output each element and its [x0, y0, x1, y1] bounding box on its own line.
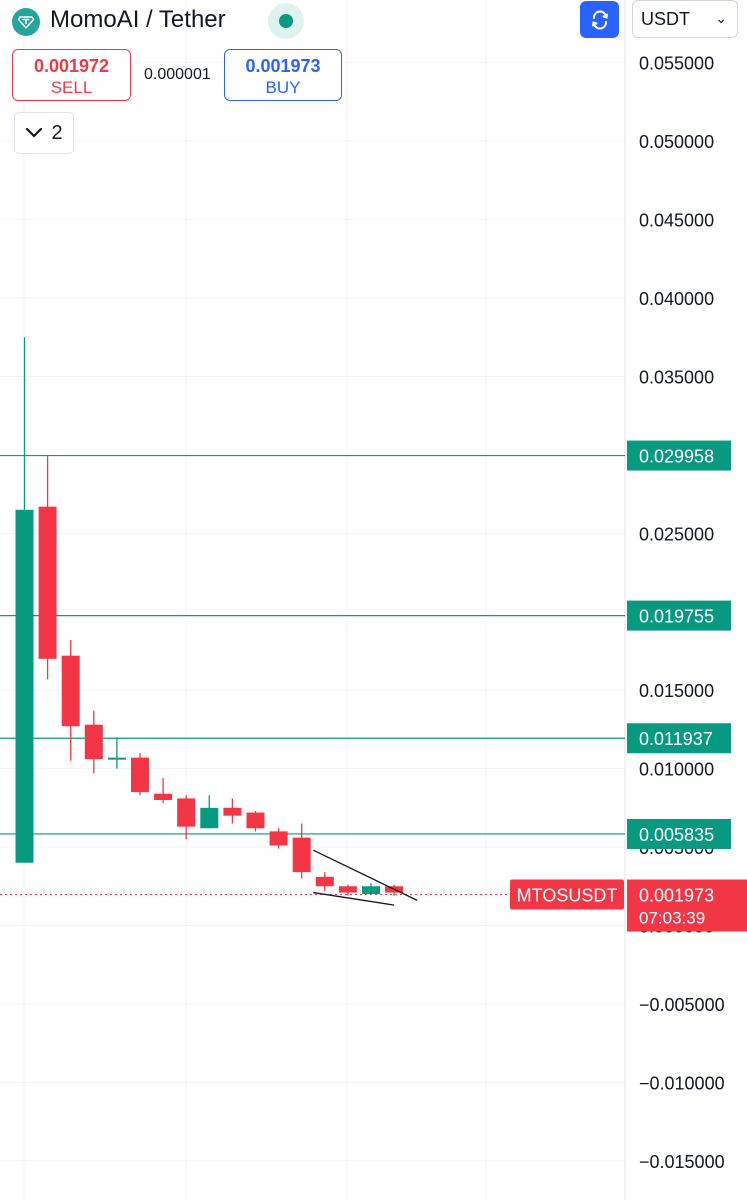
- compare-icon[interactable]: [580, 1, 619, 38]
- chevron-down-icon: [26, 127, 43, 138]
- currency-select[interactable]: USDT ⌄: [632, 0, 738, 38]
- y-tick-label: 0.025000: [639, 524, 714, 544]
- buy-label: BUY: [265, 78, 301, 97]
- countdown-label: 07:03:39: [639, 909, 705, 928]
- buy-button[interactable]: 0.001973 BUY: [224, 49, 342, 101]
- candle-body[interactable]: [177, 798, 196, 827]
- status-dot: [279, 14, 293, 28]
- market-status-icon[interactable]: [268, 3, 304, 39]
- candle-body[interactable]: [15, 509, 34, 863]
- y-tick-label: 0.055000: [639, 54, 714, 74]
- y-tick-label: −0.015000: [639, 1152, 725, 1172]
- level-label: 0.019755: [639, 607, 714, 627]
- chart-header: MomoAI / Tether USDT ⌄: [0, 0, 747, 44]
- candle-body[interactable]: [338, 886, 357, 893]
- candle-body[interactable]: [223, 807, 242, 816]
- currency-value: USDT: [641, 8, 690, 29]
- symbol-label-bg: [510, 879, 624, 910]
- y-tick-label: 0.015000: [639, 681, 714, 701]
- indicators-toggle-button[interactable]: 2: [14, 112, 74, 154]
- current-price-label-bg: [627, 879, 747, 932]
- level-label: 0.011937: [639, 729, 713, 749]
- level-label: 0.005835: [639, 825, 714, 845]
- chevron-down-icon: ⌄: [715, 10, 727, 26]
- candle-body[interactable]: [38, 506, 57, 659]
- symbol-label: MTOSUSDT: [517, 886, 618, 906]
- symbol-title: MomoAI / Tether: [50, 6, 226, 33]
- y-tick-label: 0.045000: [639, 211, 714, 231]
- y-tick-label: −0.005000: [639, 995, 725, 1015]
- candle-body[interactable]: [131, 757, 149, 793]
- sell-button[interactable]: 0.001972 SELL: [12, 49, 131, 101]
- spread-value: 0.000001: [144, 66, 211, 83]
- level-label-bg: [627, 723, 731, 754]
- candle-body[interactable]: [200, 807, 219, 829]
- candle-body[interactable]: [84, 724, 103, 760]
- candle-body[interactable]: [107, 757, 126, 760]
- y-tick-label: 0.010000: [639, 760, 714, 780]
- level-label-bg: [627, 440, 731, 471]
- buy-price: 0.001973: [245, 56, 321, 76]
- candle-body[interactable]: [362, 886, 380, 895]
- sell-price: 0.001972: [33, 56, 110, 76]
- trendline[interactable]: [313, 891, 395, 906]
- candle-body[interactable]: [246, 812, 265, 829]
- level-label: 0.029958: [639, 447, 714, 467]
- y-tick-label: −0.010000: [639, 1073, 725, 1093]
- level-label-bg: [627, 600, 731, 631]
- candle-body[interactable]: [61, 655, 80, 727]
- current-price-label: 0.001973: [639, 886, 714, 906]
- tether-logo-icon: [12, 8, 40, 36]
- y-tick-label: 0.050000: [639, 132, 714, 152]
- candle-body[interactable]: [269, 831, 288, 846]
- level-label-bg: [627, 818, 731, 849]
- candle-body[interactable]: [315, 876, 334, 887]
- candle-body[interactable]: [292, 837, 311, 873]
- y-tick-label: 0.040000: [639, 289, 714, 309]
- candle-body[interactable]: [154, 793, 173, 800]
- sell-label: SELL: [50, 78, 93, 97]
- trendline[interactable]: [312, 849, 418, 901]
- indicator-count: 2: [51, 121, 63, 144]
- y-tick-label: 0.035000: [639, 367, 714, 387]
